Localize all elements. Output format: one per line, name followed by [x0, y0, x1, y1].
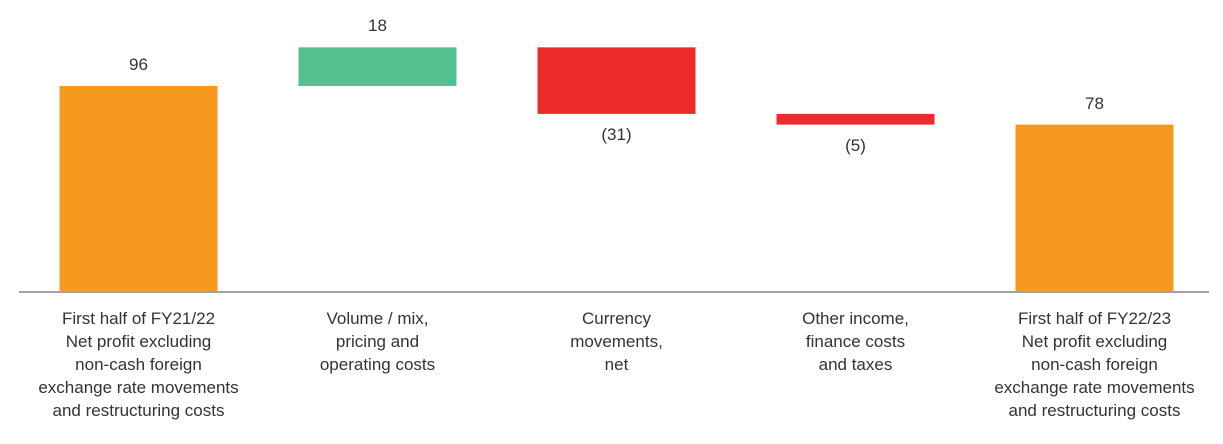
bar	[1015, 124, 1174, 292]
value-label: 96	[129, 54, 148, 74]
value-label: (31)	[601, 124, 632, 144]
value-label: 78	[1085, 93, 1104, 113]
x-tick-label: Volume / mix, pricing and operating cost…	[319, 309, 436, 374]
bar	[537, 47, 696, 114]
x-tick-label: Other income, finance costs and taxes	[802, 309, 909, 374]
value-label: 18	[368, 16, 387, 36]
bar	[298, 47, 457, 86]
value-label: (5)	[845, 135, 866, 155]
x-tick-label: First half of FY21/22 Net profit excludi…	[38, 309, 239, 420]
bar	[59, 85, 218, 292]
x-tick-label: First half of FY22/23 Net profit excludi…	[994, 309, 1195, 420]
x-tick-label: Currency movements, net	[570, 309, 663, 374]
bar	[776, 113, 935, 125]
